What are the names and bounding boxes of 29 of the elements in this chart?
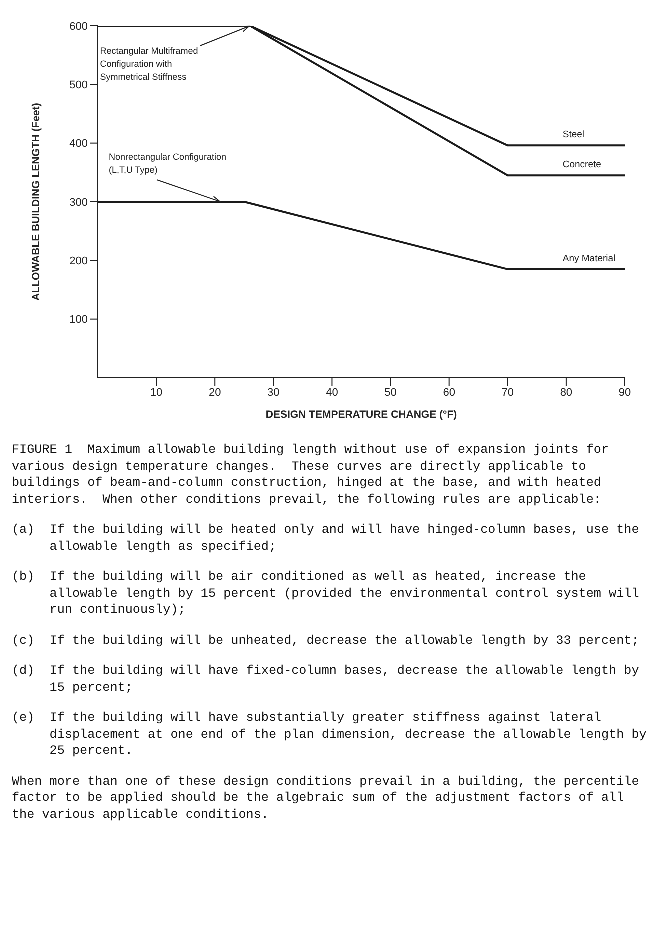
- x-tick-label: 50: [384, 386, 397, 399]
- series-label: Steel: [562, 130, 585, 141]
- annotation: Nonrectangular Configuration (L,T,U Type): [108, 152, 227, 175]
- series-label: Concrete: [562, 160, 602, 171]
- caption: FIGURE 1 Maximum allowable building length without use of expansion joints for various design temperature changes. These curves are directly applicable to buildings of beam-and-column construction, hinged at the base, and with heated interiors. When other conditions prevail, the following rules are applicable:: [12, 442, 610, 508]
- y-axis-title: ALLOWABLE BUILDING LENGTH (Feet): [30, 103, 43, 301]
- text: (b) If the building will be air conditioned as well as heated, increase the allowable length by 15 percent (provided the environmental control system will run continuously);: [12, 569, 640, 618]
- x-tick-label: 70: [502, 386, 514, 399]
- series-label: Any Material: [562, 253, 616, 264]
- y-tick-label: 200: [70, 256, 88, 268]
- text: (c) If the building will be unheated, decrease the allowable length by 33 percent;: [12, 632, 640, 649]
- text: (d) If the building will have fixed-column bases, decrease the allowable length by 15 percent;: [12, 663, 640, 696]
- annotation: Rectangular Multiframed Configuration with Symmetrical Stiffness: [100, 46, 198, 82]
- x-tick-label: 60: [443, 386, 456, 399]
- x-tick-label: 10: [150, 386, 163, 399]
- y-tick-label: 300: [70, 196, 88, 209]
- x-tick-label: 80: [560, 386, 573, 399]
- x-axis-title: DESIGN TEMPERATURE CHANGE (°F): [266, 409, 458, 421]
- x-tick-label: 40: [326, 386, 338, 399]
- text: (a) If the building will be heated only and will have hinged-column bases, use the allowable length as specified;: [12, 522, 640, 555]
- text: When more than one of these design conditions prevail in a building, the percentile factor to be applied should be the algebraic sum of the adjustment factors of all the various applicable conditions.: [12, 774, 640, 823]
- x-tick-label: 90: [618, 386, 632, 399]
- x-tick-label: 30: [268, 386, 280, 399]
- x-tick-label: 20: [208, 386, 222, 399]
- y-tick-label: 500: [70, 80, 88, 92]
- y-tick-label: 600: [70, 20, 88, 33]
- y-tick-label: 400: [70, 138, 88, 150]
- y-tick-label: 100: [70, 314, 88, 326]
- text: (e) If the building will have substantially greater stiffness against lateral displacement at one end of the plan dimension, decrease the allowable length by 25 percent.: [12, 710, 648, 760]
